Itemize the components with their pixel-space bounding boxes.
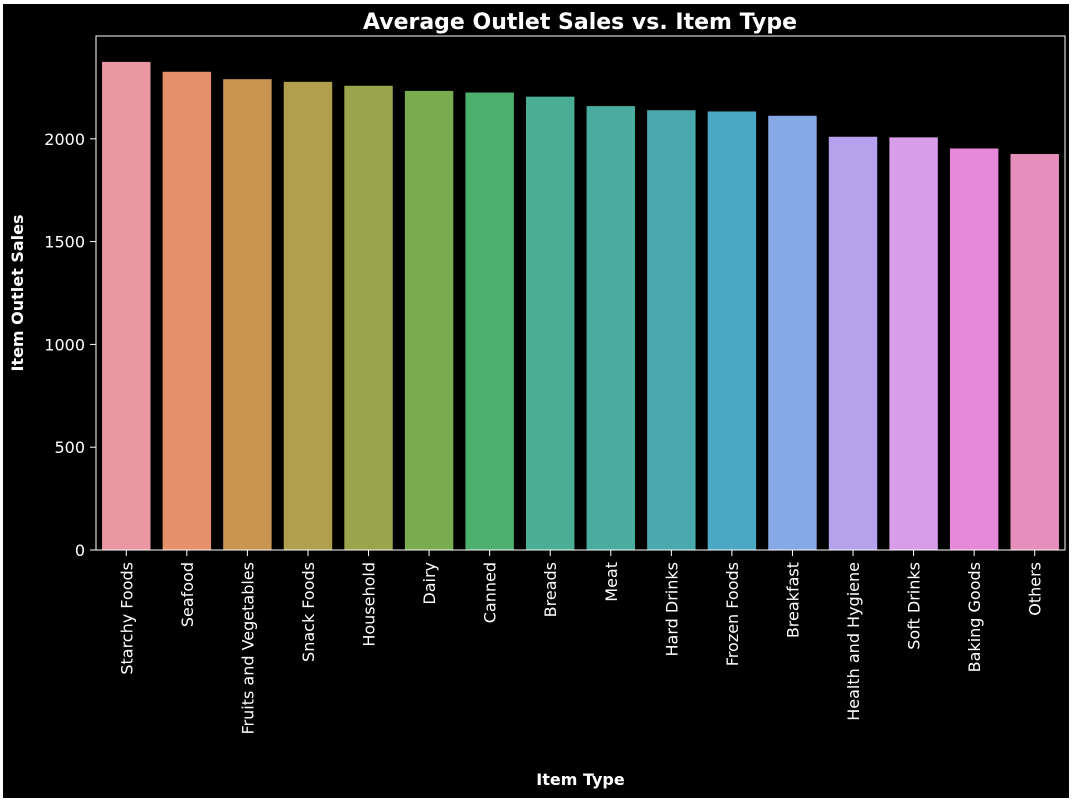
bar-seafood [162,71,212,550]
x-tick-label: Seafood [178,562,197,627]
bar-snack-foods [283,81,333,550]
x-tick-label: Breads [541,562,560,617]
bar-dairy [404,90,454,550]
x-tick-label: Dairy [420,562,439,605]
x-tick-label: Meat [602,562,621,602]
x-tick-label: Starchy Foods [117,562,136,675]
x-tick-label: Others [1026,562,1045,616]
x-axis-ticks: Starchy Foods Seafood Fruits and Vegetable… [117,550,1045,735]
plot-frame [95,35,1066,551]
bar-canned [465,92,514,550]
y-axis-ticks: 0 500 1000 1500 2000 [44,130,96,560]
x-tick-label: Household [360,562,379,647]
x-tick-label: Health and Hygiene [844,562,863,721]
bar-breakfast [768,115,817,550]
x-tick-label: Baking Goods [965,562,984,672]
x-tick-label: Soft Drinks [905,562,924,650]
y-tick-label: 0 [75,541,85,560]
x-tick-label: Hard Drinks [662,562,681,656]
bar-fruits-and-vegetables [223,79,272,551]
bar-frozen-foods [707,111,757,550]
bar-household [344,85,393,551]
x-tick-label: Breakfast [783,562,802,638]
bar-hard-drinks [647,110,696,550]
bar-breads [525,96,575,550]
bar-meat [586,106,636,551]
chart-figure: Average Outlet Sales vs. Item Type 0 500 1… [3,4,1069,798]
bar-others [1010,154,1059,550]
bar-chart: Average Outlet Sales vs. Item Type 0 500 1… [8,10,1066,789]
y-tick-label: 1000 [44,335,85,354]
bar-baking-goods [949,148,999,550]
x-tick-label: Canned [481,562,500,623]
y-tick-label: 500 [54,438,85,457]
bar-health-and-hygiene [828,136,878,550]
bars-group [102,61,1059,551]
x-tick-label: Fruits and Vegetables [238,562,257,735]
bar-starchy-foods [102,61,151,550]
chart-title: Average Outlet Sales vs. Item Type [363,10,797,35]
y-axis-label: Item Outlet Sales [8,214,27,371]
y-tick-label: 2000 [44,130,85,149]
x-tick-label: Frozen Foods [723,562,742,666]
y-tick-label: 1500 [44,233,85,252]
bar-soft-drinks [889,137,938,551]
x-tick-label: Snack Foods [299,562,318,662]
x-axis-label: Item Type [536,770,625,789]
